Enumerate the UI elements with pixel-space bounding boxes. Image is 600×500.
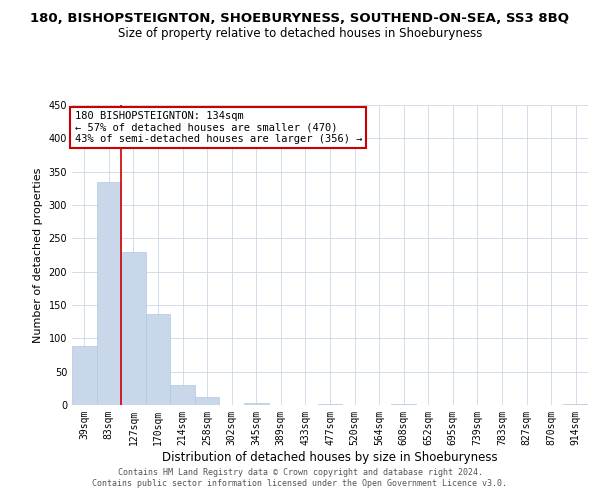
Bar [244, 403, 269, 405]
Bar [146, 314, 170, 405]
Bar [563, 404, 588, 405]
Bar [195, 397, 220, 405]
Text: 180 BISHOPSTEIGNTON: 134sqm
← 57% of detached houses are smaller (470)
43% of se: 180 BISHOPSTEIGNTON: 134sqm ← 57% of det… [74, 111, 362, 144]
Text: 180, BISHOPSTEIGNTON, SHOEBURYNESS, SOUTHEND-ON-SEA, SS3 8BQ: 180, BISHOPSTEIGNTON, SHOEBURYNESS, SOUT… [31, 12, 569, 26]
Y-axis label: Number of detached properties: Number of detached properties [33, 168, 43, 342]
Bar [97, 182, 121, 405]
Text: Size of property relative to detached houses in Shoeburyness: Size of property relative to detached ho… [118, 28, 482, 40]
Bar [72, 346, 97, 405]
Bar [170, 385, 195, 405]
X-axis label: Distribution of detached houses by size in Shoeburyness: Distribution of detached houses by size … [162, 450, 498, 464]
Bar [121, 252, 146, 405]
Text: Contains HM Land Registry data © Crown copyright and database right 2024.
Contai: Contains HM Land Registry data © Crown c… [92, 468, 508, 487]
Bar [391, 404, 416, 405]
Bar [318, 404, 342, 405]
